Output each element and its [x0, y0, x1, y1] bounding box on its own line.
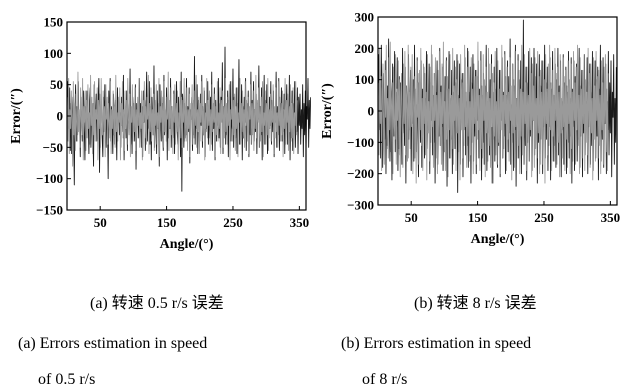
- x-tick-label-a-0: 50: [94, 215, 107, 230]
- x-tick-label-b-0: 50: [405, 210, 418, 225]
- y-tick-label-b-6: −300: [347, 198, 374, 213]
- caption-b-en-2: of 8 r/s: [362, 371, 408, 388]
- y-tick-label-b-0: 300: [355, 10, 375, 25]
- caption-b-en-1: (b) Errors estimation in speed: [341, 335, 532, 352]
- chart-a: 150 100 50 0 −50 −100 −150 50 150 250 350 Angle/(°)…: [9, 15, 311, 252]
- panel-a: 150 100 50 0 −50 −100 −150 50 150 250 350 Angle/(°)…: [0, 0, 311, 262]
- y-axis-title-a: Error/(″): [9, 88, 24, 144]
- y-tick-label-b-3: 0: [368, 104, 375, 119]
- y-tick-label-a-1: 100: [44, 46, 64, 61]
- y-tick-label-b-4: −100: [347, 135, 374, 150]
- x-tick-label-a-1: 150: [157, 215, 177, 230]
- y-tick-label-b-5: −200: [347, 166, 374, 181]
- series-line-a-2: [66, 71, 298, 167]
- y-tick-label-a-0: 150: [44, 15, 64, 30]
- x-axis-title-b: Angle/(°): [471, 232, 525, 247]
- y-tick-label-b-2: 100: [355, 72, 375, 87]
- caption-a-en-1: (a) Errors estimation in speed: [18, 335, 208, 352]
- caption-a-zh: (a) 转速 0.5 r/s 误差: [90, 295, 224, 312]
- y-tick-label-a-3: 0: [57, 109, 64, 124]
- y-tick-label-a-2: 50: [50, 77, 63, 92]
- series-line-b-2: [377, 41, 609, 184]
- panel-b: 300 200 100 0 −100 −200 −300 50 150 250 350 Angle/(…: [311, 0, 622, 262]
- x-tick-label-b-3: 350: [601, 210, 621, 225]
- caption-a-en-2: of 0.5 r/s: [38, 371, 96, 388]
- y-tick-label-a-5: −100: [36, 171, 63, 186]
- x-tick-label-a-2: 250: [223, 215, 243, 230]
- x-tick-label-b-2: 250: [534, 210, 554, 225]
- x-tick-label-b-1: 150: [468, 210, 488, 225]
- y-axis-title-b: Error/(″): [320, 83, 335, 139]
- y-tick-label-a-6: −150: [36, 203, 63, 218]
- caption-b-zh: (b) 转速 8 r/s 误差: [414, 295, 537, 312]
- chart-b: 300 200 100 0 −100 −200 −300 50 150 250 350 Angle/(…: [320, 10, 621, 248]
- y-tick-label-b-1: 200: [355, 41, 375, 56]
- x-tick-label-a-3: 350: [290, 215, 310, 230]
- y-tick-label-a-4: −50: [43, 140, 63, 155]
- x-axis-title-a: Angle/(°): [160, 237, 214, 252]
